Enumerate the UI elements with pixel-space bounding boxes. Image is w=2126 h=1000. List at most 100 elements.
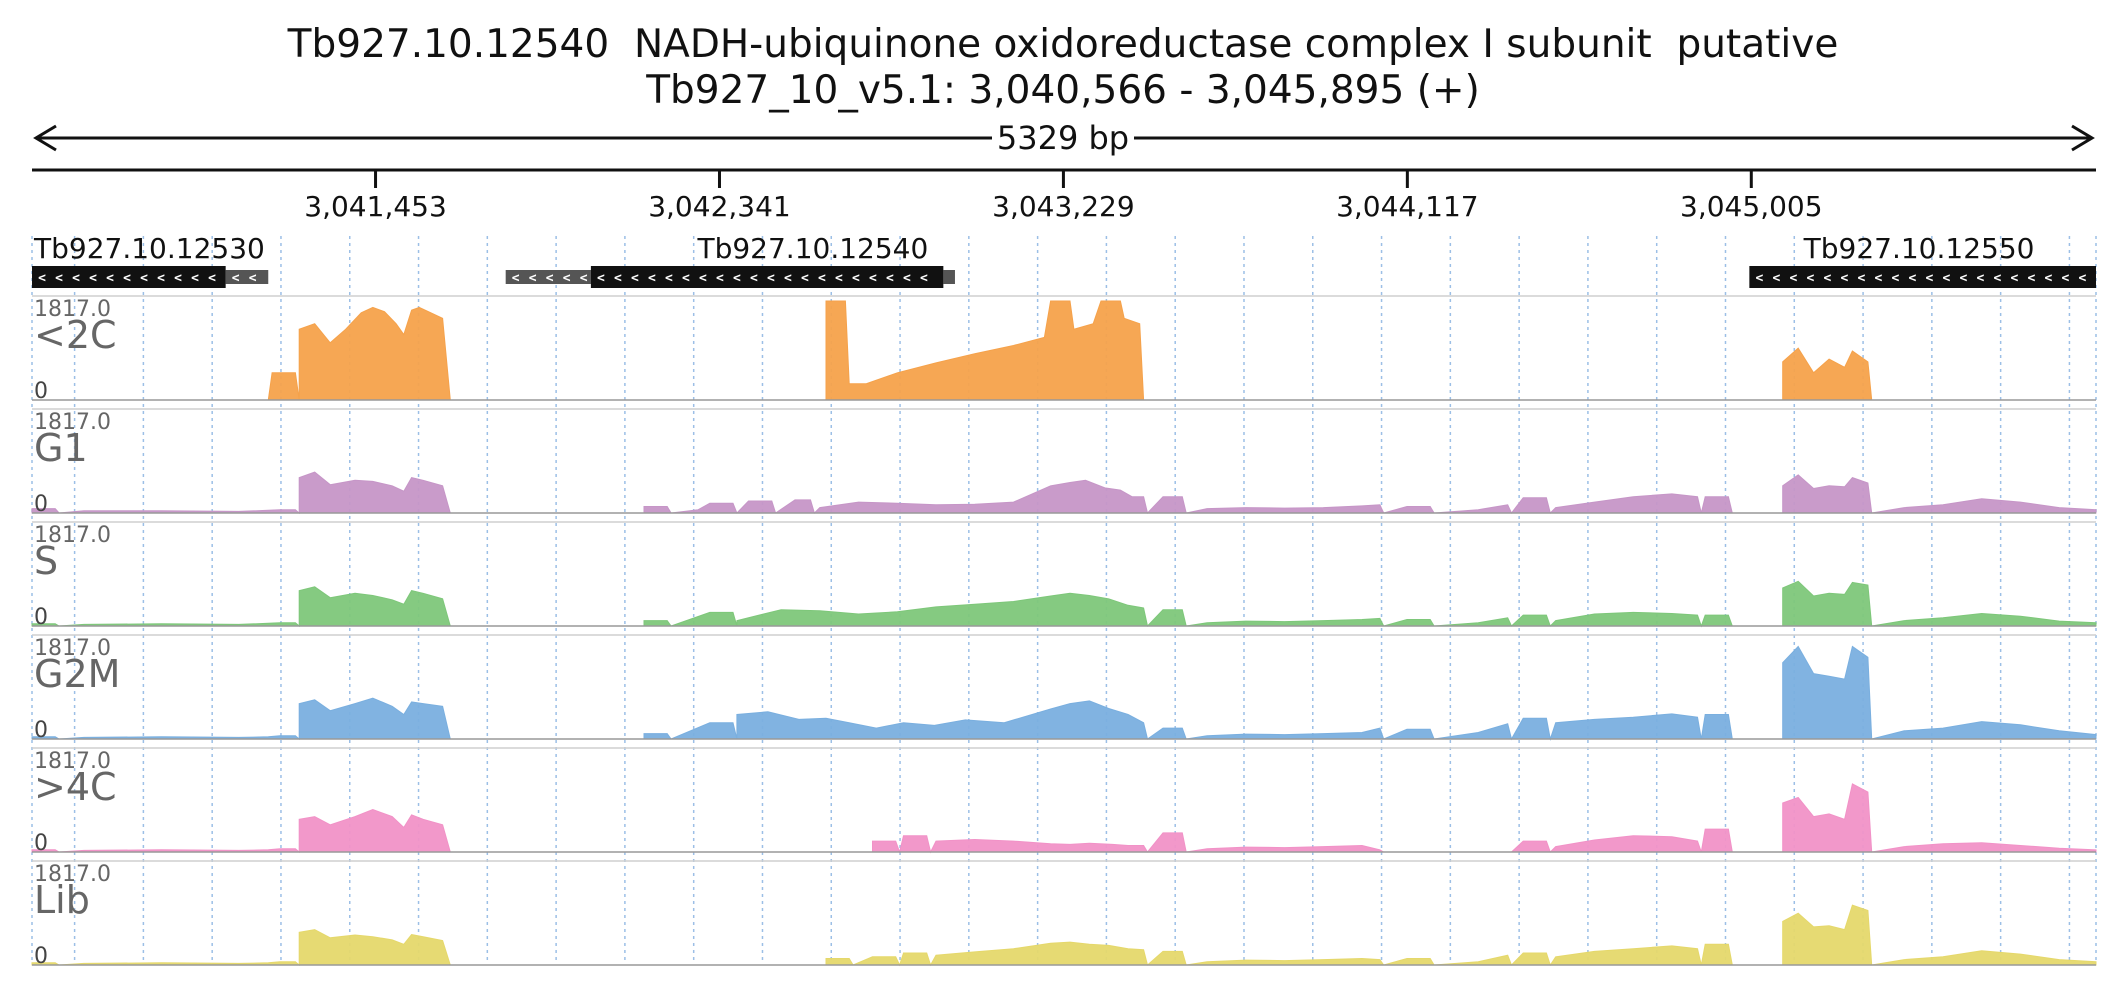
track-max-label: 1817.0	[34, 523, 111, 548]
gene-label: Tb927.10.12550	[1803, 232, 2035, 265]
strand-chevron-icon: <	[157, 271, 165, 286]
track-max-label: 1817.0	[34, 636, 111, 661]
strand-chevron-icon: <	[920, 271, 928, 286]
strand-chevron-icon: <	[886, 271, 894, 286]
strand-chevron-icon: <	[512, 271, 520, 286]
strand-chevron-icon: <	[38, 271, 46, 286]
strand-chevron-icon: <	[801, 271, 809, 286]
strand-chevron-icon: <	[835, 271, 843, 286]
gene-label: Tb927.10.12530	[33, 232, 265, 265]
gene-cds	[1749, 266, 2096, 288]
strand-chevron-icon: <	[1755, 271, 1763, 286]
gene-cds	[590, 266, 944, 288]
strand-chevron-icon: <	[1874, 271, 1882, 286]
strand-chevron-icon: <	[733, 271, 741, 286]
gene-utr	[505, 270, 591, 284]
strand-chevron-icon: <	[89, 271, 97, 286]
strand-chevron-icon: <	[1823, 271, 1831, 286]
span-arrow-right-icon	[2071, 124, 2095, 152]
track-name: <2C	[34, 313, 117, 357]
track-min-label: 0	[34, 718, 48, 743]
track-name: Lib	[34, 878, 90, 922]
track-max-label: 1817.0	[34, 410, 111, 435]
chart-subtitle: Tb927_10_v5.1: 3,040,566 - 3,045,895 (+)	[646, 68, 1480, 113]
strand-chevron-icon: <	[767, 271, 775, 286]
chart-title: Tb927.10.12540 NADH-ubiquinone oxidoredu…	[287, 22, 1839, 67]
strand-chevron-icon: <	[852, 271, 860, 286]
track-name: G1	[34, 426, 88, 470]
strand-chevron-icon: <	[123, 271, 131, 286]
strand-chevron-icon: <	[1806, 271, 1814, 286]
strand-chevron-icon: <	[1925, 271, 1933, 286]
track-min-label: 0	[34, 605, 48, 630]
strand-chevron-icon: <	[1976, 271, 1984, 286]
strand-chevron-icon: <	[232, 271, 240, 286]
gene-utr	[225, 270, 269, 284]
axis-tick-label: 3,041,453	[304, 190, 447, 223]
strand-chevron-icon: <	[55, 271, 63, 286]
strand-chevron-icon: <	[682, 271, 690, 286]
strand-chevron-icon: <	[580, 271, 588, 286]
strand-chevron-icon: <	[869, 271, 877, 286]
strand-chevron-icon: <	[174, 271, 182, 286]
strand-chevron-icon: <	[1993, 271, 2001, 286]
strand-chevron-icon: <	[597, 271, 605, 286]
track-name: G2M	[34, 652, 120, 696]
strand-chevron-icon: <	[191, 271, 199, 286]
coverage-area-5	[31, 904, 2097, 967]
strand-chevron-icon: <	[563, 271, 571, 286]
strand-chevron-icon: <	[1942, 271, 1950, 286]
title-block: Tb927.10.12540 NADH-ubiquinone oxidoredu…	[0, 22, 2126, 114]
strand-chevron-icon: <	[2044, 271, 2052, 286]
track-max-label: 1817.0	[34, 862, 111, 887]
span-label-bg	[992, 118, 1134, 158]
strand-chevron-icon: <	[2010, 271, 2018, 286]
track-min-label: 0	[34, 944, 48, 969]
strand-chevron-icon: <	[648, 271, 656, 286]
strand-chevron-icon: <	[546, 271, 554, 286]
track-min-label: 0	[34, 831, 48, 856]
coverage-area-1	[31, 471, 2097, 515]
track-max-label: 1817.0	[34, 297, 111, 322]
strand-chevron-icon: <	[665, 271, 673, 286]
strand-chevron-icon: <	[784, 271, 792, 286]
strand-chevron-icon: <	[903, 271, 911, 286]
track-min-label: 0	[34, 379, 48, 404]
gene-cds	[32, 266, 226, 288]
span-arrow-left-icon	[33, 124, 57, 152]
track-min-label: 0	[34, 492, 48, 517]
strand-chevron-icon: <	[1857, 271, 1865, 286]
strand-chevron-icon: <	[1840, 271, 1848, 286]
track-max-label: 1817.0	[34, 749, 111, 774]
coverage-area-4	[31, 783, 2097, 854]
strand-chevron-icon: <	[249, 271, 257, 286]
coverage-area-3	[31, 645, 2097, 741]
strand-chevron-icon: <	[140, 271, 148, 286]
track-name: >4C	[34, 765, 117, 809]
strand-chevron-icon: <	[2027, 271, 2035, 286]
axis-tick-label: 3,042,341	[648, 190, 791, 223]
strand-chevron-icon: <	[208, 271, 216, 286]
gene-utr	[943, 270, 955, 284]
strand-chevron-icon: <	[614, 271, 622, 286]
strand-chevron-icon: <	[72, 271, 80, 286]
axis-tick-label: 3,044,117	[1336, 190, 1479, 223]
strand-chevron-icon: <	[529, 271, 537, 286]
gene-label: Tb927.10.12540	[696, 232, 928, 265]
track-name: S	[34, 539, 58, 583]
coverage-area-2	[31, 580, 2097, 628]
strand-chevron-icon: <	[1772, 271, 1780, 286]
strand-chevron-icon: <	[750, 271, 758, 286]
span-label: 5329 bp	[997, 119, 1129, 157]
strand-chevron-icon: <	[1789, 271, 1797, 286]
axis-tick-label: 3,045,005	[1680, 190, 1823, 223]
strand-chevron-icon: <	[818, 271, 826, 286]
strand-chevron-icon: <	[2061, 271, 2069, 286]
strand-chevron-icon: <	[1891, 271, 1899, 286]
strand-chevron-icon: <	[106, 271, 114, 286]
coverage-area-0	[32, 300, 2096, 401]
strand-chevron-icon: <	[1908, 271, 1916, 286]
axis-tick-label: 3,043,229	[992, 190, 1135, 223]
